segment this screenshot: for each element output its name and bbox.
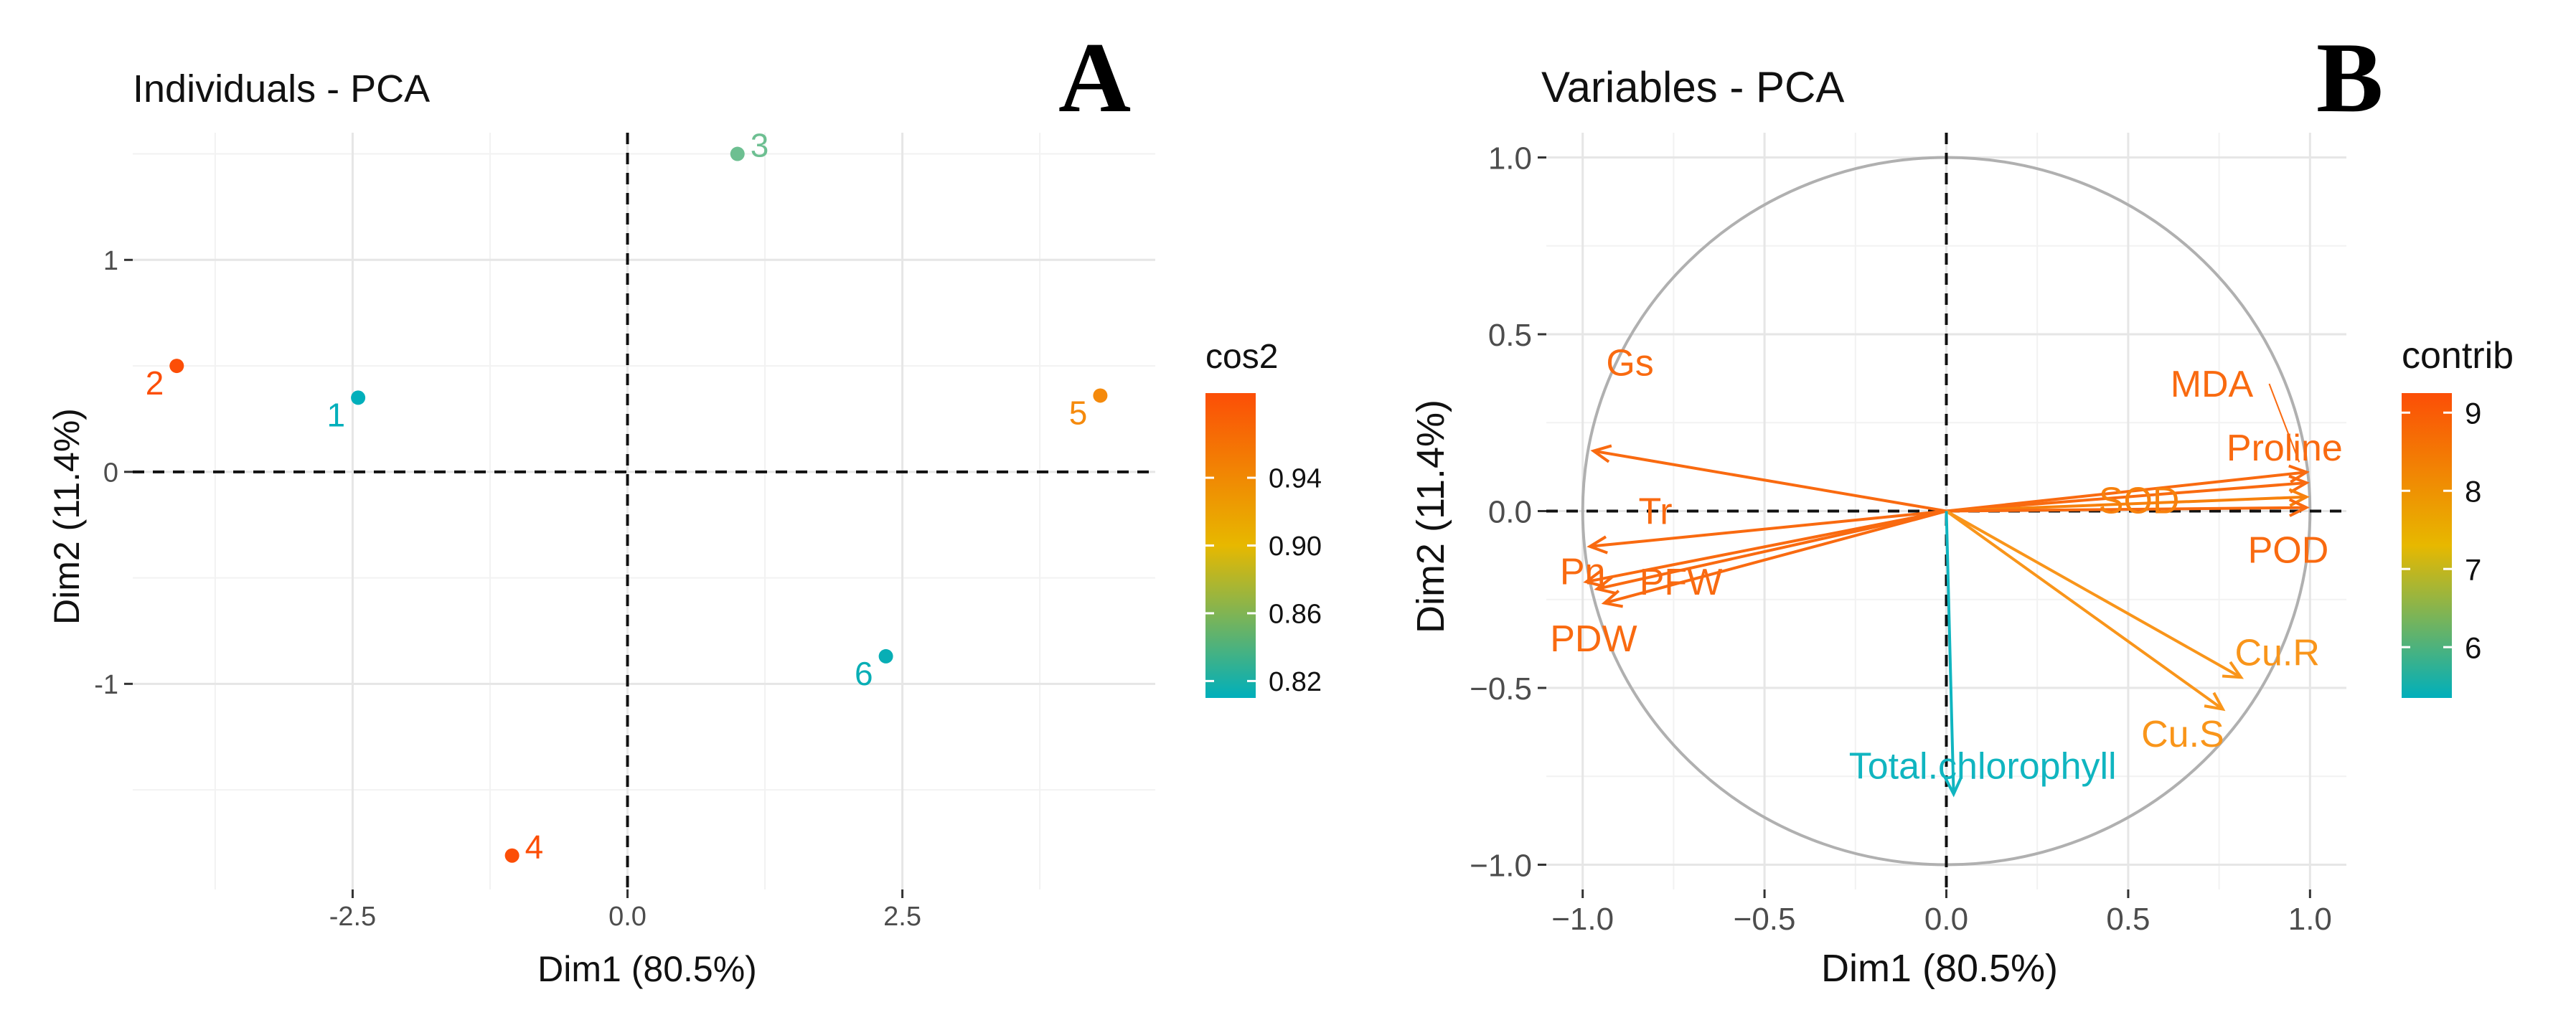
y-tick-label: −1.0 <box>1470 848 1532 883</box>
x-tick-label: 0.0 <box>1924 902 1968 937</box>
arrow-sod <box>1946 495 2307 513</box>
legend-tick-label: 9 <box>2465 396 2481 430</box>
y-tick-label: 0.0 <box>1488 494 1532 529</box>
variable-label-pn: Pn <box>1560 551 1606 593</box>
arrowhead-cu-s <box>2204 691 2226 712</box>
cos2-legend-title: cos2 <box>1205 338 1278 376</box>
cos2-legend: cos2 0.82 0.86 0.90 0.94 <box>1205 338 1322 698</box>
arrow-proline <box>1946 481 2307 513</box>
panel-b-letter: B <box>2316 22 2383 133</box>
panel-a-x-axis-title: Dim1 (80.5%) <box>537 949 757 989</box>
legend-tick-label: 0.86 <box>1269 600 1322 630</box>
legend-tick-label: 0.90 <box>1269 532 1322 562</box>
cos2-legend-ticks: 0.82 0.86 0.90 0.94 <box>1205 464 1322 697</box>
contrib-legend-title: contrib <box>2402 335 2514 377</box>
contrib-colorbar <box>2402 393 2452 698</box>
legend-tick-label: 6 <box>2465 631 2481 664</box>
individual-point-6 <box>878 648 893 664</box>
panel-a-points: 1 2 3 4 5 6 <box>146 127 1108 866</box>
variable-label-pfw: PFW <box>1640 562 1723 603</box>
arrow-cu-r <box>1945 509 2242 679</box>
x-tick-label: 1.0 <box>2288 902 2332 937</box>
arrowhead-pn <box>1583 569 1605 588</box>
variable-label-proline: Proline <box>2227 428 2343 469</box>
variable-label-cu-s: Cu.S <box>2141 714 2224 755</box>
individual-point-2 <box>169 359 184 374</box>
panel-a-reference-lines <box>133 133 1155 889</box>
variable-label-sod: SOD <box>2099 481 2180 522</box>
individual-point-1 <box>351 390 366 405</box>
variable-label-total-chlorophyll: Total.chlorophyll <box>1849 745 2117 787</box>
panel-a-individuals-pca: Individuals - PCA A -2.5 0.0 2.5 -1 0 1 1 2 3 4 5… <box>47 22 1322 989</box>
contrib-legend-ticks: 6 7 8 9 <box>2402 396 2481 664</box>
individual-label-3: 3 <box>751 127 769 164</box>
arrow-mda <box>1946 471 2307 513</box>
panel-a-y-axis-title: Dim2 (11.4%) <box>47 408 87 625</box>
arrowhead-tr <box>1587 535 1608 554</box>
panel-b-variables-pca: Variables - PCA B −1.0 −0.5 0.0 0.5 1.0−1.0−… <box>1409 22 2514 990</box>
contrib-legend: contrib 6 7 8 9 <box>2402 335 2514 698</box>
arrow-pdw <box>1604 509 1947 605</box>
arrow-pn <box>1586 509 1947 584</box>
individual-point-5 <box>1093 388 1108 403</box>
y-tick-label: 0 <box>103 458 118 488</box>
arrowhead-pod <box>2288 498 2310 517</box>
x-tick-label: 0.5 <box>2106 902 2150 937</box>
label-connector-mda <box>2268 383 2300 463</box>
x-tick-label: −1.0 <box>1551 902 1614 937</box>
arrowhead-total-chlorophyll <box>1943 776 1963 798</box>
panel-a-grid <box>133 133 1155 889</box>
panel-b-y-axis-title: Dim2 (11.4%) <box>1409 400 1452 633</box>
panel-a-letter: A <box>1058 22 1131 133</box>
arrowhead-cu-r <box>2222 661 2244 679</box>
arrowhead-pdw <box>1601 590 1624 608</box>
y-tick-label: -1 <box>94 670 118 700</box>
individual-label-5: 5 <box>1069 394 1088 431</box>
panel-b-axis-ticks: −1.0 −0.5 0.0 0.5 1.0 −1.0 −0.5 0.0 0.5 1.0 <box>1470 141 2332 937</box>
individual-label-2: 2 <box>146 364 164 402</box>
variable-label-pod: POD <box>2248 530 2329 572</box>
individual-label-4: 4 <box>525 828 544 866</box>
x-tick-label: 0.0 <box>608 902 647 932</box>
legend-tick-label: 0.94 <box>1269 464 1322 494</box>
panel-b-reference-lines <box>1546 133 2346 889</box>
legend-tick-label: 8 <box>2465 474 2481 508</box>
variable-label-pdw: PDW <box>1550 618 1637 660</box>
legend-tick-label: 7 <box>2465 552 2481 586</box>
arrow-pod <box>1946 506 2307 513</box>
individual-point-3 <box>730 146 745 161</box>
y-tick-label: 1 <box>103 246 118 276</box>
variable-label-tr: Tr <box>1638 491 1672 533</box>
individual-point-4 <box>504 848 520 863</box>
arrowhead-gs <box>1590 444 1612 463</box>
arrow-cu-s <box>1945 509 2224 711</box>
arrow-tr <box>1589 509 1947 548</box>
variable-label-mda: MDA <box>2171 364 2254 405</box>
y-tick-label: −0.5 <box>1470 671 1532 707</box>
individual-label-1: 1 <box>327 396 346 433</box>
arrow-pfw <box>1597 509 1947 590</box>
arrowhead-proline <box>2288 474 2310 494</box>
y-tick-label: 0.5 <box>1488 318 1532 353</box>
x-tick-label: -2.5 <box>329 902 376 932</box>
y-tick-label: 1.0 <box>1488 141 1532 176</box>
x-tick-label: 2.5 <box>883 902 921 932</box>
individual-label-6: 6 <box>855 655 873 692</box>
panel-b-x-axis-title: Dim1 (80.5%) <box>1821 947 2058 990</box>
panel-a-title: Individuals - PCA <box>133 67 430 110</box>
arrow-gs <box>1593 449 1947 513</box>
x-tick-label: −0.5 <box>1734 902 1796 937</box>
variable-label-cu-r: Cu.R <box>2234 633 2319 674</box>
arrowhead-pfw <box>1594 576 1616 595</box>
panel-a-axis-ticks: -2.5 0.0 2.5 -1 0 1 <box>94 246 921 932</box>
variable-label-gs: Gs <box>1606 342 1653 384</box>
panel-b-title: Variables - PCA <box>1541 63 1844 111</box>
arrow-total-chlorophyll <box>1945 511 1955 794</box>
legend-tick-label: 0.82 <box>1269 667 1322 697</box>
